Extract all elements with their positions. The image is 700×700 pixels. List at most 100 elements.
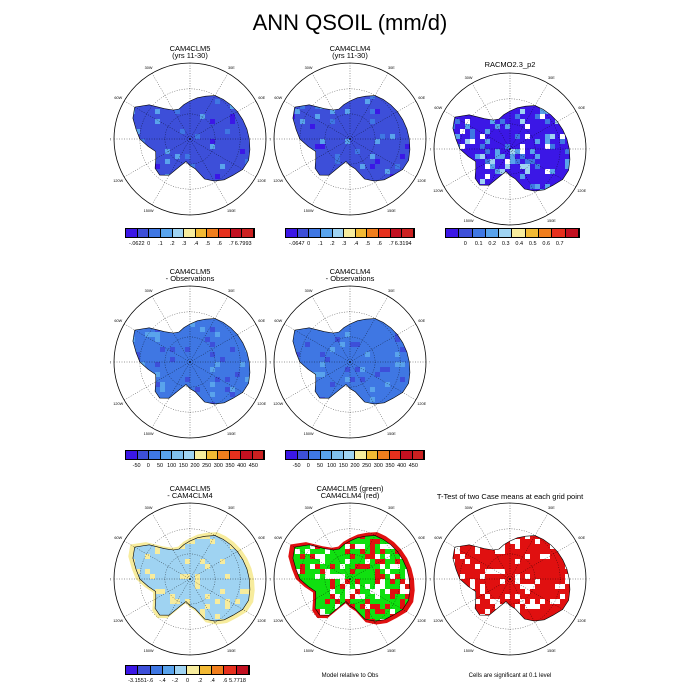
colorbar-tick-label: 200 [190, 463, 200, 469]
colorbar-tick-label: -.4 [159, 678, 166, 684]
lon-tick-label: 150E [227, 432, 236, 436]
colorbar-swatch [126, 666, 139, 674]
colorbar-swatch [160, 451, 172, 459]
colorbar-tick-label: .5 [205, 241, 211, 247]
panel-title: CAM4CLM5 [169, 484, 211, 493]
colorbar-tick-label: 350 [225, 463, 235, 469]
colorbar-swatch [297, 451, 309, 459]
colorbar-swatch [195, 229, 208, 237]
colorbar-tick-label: .7 [229, 241, 234, 247]
lon-tick-label: 120W [113, 402, 123, 406]
lon-tick-label: 120E [417, 402, 426, 406]
colorbar-swatches [125, 228, 255, 238]
footnote-model-relative: Model relative to Obs [321, 673, 379, 679]
lon-tick-label: 120W [433, 189, 443, 193]
colorbar-tick-label: 250 [202, 463, 212, 469]
colorbar-swatch [230, 229, 243, 237]
colorbar-swatch [137, 451, 149, 459]
colorbar-swatch [552, 229, 566, 237]
colorbar-swatch [297, 229, 310, 237]
colorbar-swatch [160, 229, 173, 237]
colorbar-swatch [126, 229, 138, 237]
colorbar-swatch [150, 666, 163, 674]
lon-tick-label: 60E [578, 106, 585, 110]
lon-tick-label: 120W [113, 179, 123, 183]
colorbar-swatch [379, 229, 391, 237]
panel-title: CAM4CLM4 [329, 267, 371, 276]
polar-map: 030E60E90E120E150E180150W120W90W60W30W [110, 502, 270, 656]
colorbar-tick-label: 5.7718 [229, 678, 246, 684]
lon-tick-label: 60W [114, 536, 122, 540]
ice-sheet [452, 105, 570, 192]
lon-tick-label: 150E [227, 209, 236, 213]
colorbar-swatch [183, 451, 195, 459]
footnote-significance: Cells are significant at 0.1 level [468, 673, 552, 679]
polar-map: 030E60E90E120E150E180150W120W90W60W30W [110, 285, 270, 439]
colorbar-swatch [219, 229, 231, 237]
colorbar-swatch [199, 666, 213, 674]
lon-tick-label: 150W [144, 209, 154, 213]
colorbar-tick-label: .4 [193, 241, 199, 247]
colorbar-tick-label: 200 [350, 463, 360, 469]
lon-tick-label: 30E [388, 289, 395, 293]
lon-tick-label: 90W [270, 361, 271, 365]
lon-tick-label: 60E [258, 319, 265, 323]
colorbar: -.0622 0 .1 .2 .3 .4 .5 .6 .7 6.7993 [125, 228, 255, 250]
lon-tick-label: 30W [305, 66, 313, 70]
colorbar-tick-label: 0 [146, 463, 150, 469]
panel-subtitle: (yrs 11-30) [172, 51, 208, 60]
lon-tick-label: 150E [387, 649, 396, 653]
lon-tick-label: 150E [227, 649, 236, 653]
panel-title: CAM4CLM5 [169, 44, 211, 53]
lon-tick-label: 150W [144, 432, 154, 436]
colorbar-tick-label: 0 [307, 241, 311, 247]
colorbar-swatch [286, 451, 298, 459]
colorbar-swatch [366, 451, 378, 459]
colorbar-tick-label: .3 [341, 241, 347, 247]
lon-tick-label: 150E [387, 209, 396, 213]
lon-tick-label: 120E [417, 179, 426, 183]
lon-tick-label: 120E [577, 619, 586, 623]
lon-tick-label: 90E [269, 138, 270, 142]
colorbar-swatch [355, 451, 367, 459]
colorbar-tick-label: .6 [222, 678, 228, 684]
colorbar-tick-label: -3.1551 [128, 678, 147, 684]
lon-tick-label: 30E [388, 66, 395, 70]
colorbar-swatch [175, 666, 188, 674]
colorbar-tick-label: 300 [213, 463, 223, 469]
panel-subtitle: - CAM4CLM4 [167, 491, 213, 500]
colorbar-swatches [285, 228, 415, 238]
colorbar-swatch [187, 666, 200, 674]
lon-tick-label: 60E [418, 536, 425, 540]
lon-tick-label: 60E [418, 319, 425, 323]
map-panel-cam4clm5-minus-obs: CAM4CLM5 - Observations 0 30E 60E 90E 120E 15… [110, 268, 270, 468]
lon-tick-label: 120W [273, 402, 283, 406]
colorbar-tick-label: 450 [408, 463, 418, 469]
lon-tick-label: 150W [144, 649, 154, 653]
colorbar-swatch [320, 229, 333, 237]
colorbar-swatch [242, 229, 255, 237]
map-panel-racmo: RACMO2.3_p2 030E60E90E120E150E180150W120… [430, 45, 590, 245]
polar-map: 030E60E90E120E150E180150W120W90W60W30W [430, 72, 590, 226]
colorbar-swatch [367, 229, 380, 237]
lon-tick-label: 30W [305, 289, 313, 293]
map-panel-cam4clm4: CAM4CLM4 (yrs 11-30) 0 30E 60E 90E 120E 150E 1… [270, 45, 430, 245]
colorbar: -.0647 0 .1 .2 .3 .4 .5 .6 .7 6.3194 [285, 228, 415, 250]
colorbar-swatches [285, 450, 425, 460]
panel-subtitle: CAM4CLM4 (red) [320, 491, 380, 500]
colorbar-tick-label: 350 [385, 463, 395, 469]
colorbar: -50 0 50 100 150 200 250 300 350 400 450 [125, 450, 265, 472]
colorbar-tick-label: 50 [156, 463, 164, 469]
lon-tick-label: 150E [547, 649, 556, 653]
colorbar-swatch [224, 666, 237, 674]
lon-tick-label: 30W [305, 506, 313, 510]
lon-tick-label: 30E [228, 289, 235, 293]
lon-tick-label: 30E [388, 506, 395, 510]
lon-tick-label: 90W [110, 138, 111, 142]
colorbar-tick-label: 6.3194 [394, 241, 412, 247]
colorbar-swatch [499, 229, 513, 237]
colorbar-swatch [184, 229, 196, 237]
colorbar-tick-label: 0 [306, 463, 310, 469]
colorbar-tick-label: -.2 [171, 678, 179, 684]
colorbar-tick-label: 0 [147, 241, 151, 247]
